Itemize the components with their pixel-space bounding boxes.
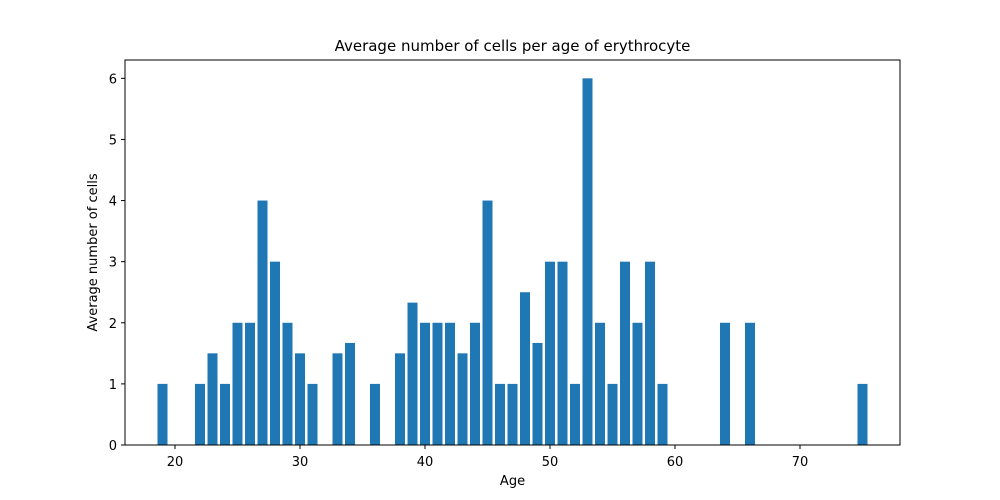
bar [595,322,605,445]
bar [557,261,568,445]
bar [307,383,318,445]
bar [220,383,230,445]
bar [282,322,293,445]
bar [207,353,218,445]
bar [720,322,730,445]
x-tick-label: 60 [667,455,684,470]
x-tick-label: 70 [792,455,809,470]
bar [457,353,468,445]
chart-title: Average number of cells per age of eryth… [335,37,691,55]
bar [495,383,505,445]
x-tick-label: 40 [417,455,434,470]
plot-frame [124,59,901,446]
bars-group [157,78,868,445]
bar [345,342,355,445]
bar [857,383,868,445]
bar [632,322,643,445]
y-tick-label: 3 [109,256,117,271]
y-tick-label: 6 [109,72,117,87]
bar [582,78,593,445]
bar [232,322,243,445]
x-tick-label: 30 [292,455,309,470]
x-tick-label: 50 [542,455,559,470]
bar [420,322,430,445]
y-axis-label: Average number of cells [86,173,101,331]
x-tick-label: 20 [167,455,184,470]
bar [395,353,405,445]
bar [257,200,268,445]
bar [432,322,443,445]
bar [482,200,493,445]
bar [532,342,543,445]
y-axis-ticks: 0 1 2 3 4 5 6 [109,72,125,454]
bar [645,261,655,445]
x-axis-ticks: 20 30 40 50 60 70 [167,445,809,470]
bar [545,261,555,445]
y-tick-label: 2 [109,317,117,332]
bar [157,383,168,445]
bar [620,261,630,445]
bar [507,383,518,445]
bar [445,322,455,445]
bar [407,302,418,445]
bar [332,353,343,445]
bar [520,292,530,445]
bar [745,322,755,445]
bar [570,383,580,445]
y-tick-label: 1 [109,378,117,393]
bar [470,322,480,445]
bar [295,353,305,445]
bar [607,383,618,445]
y-tick-label: 0 [109,439,117,454]
bar [657,383,668,445]
bar [195,383,205,445]
y-tick-label: 5 [109,133,117,148]
bar [245,322,255,445]
bar [370,383,380,445]
bar [270,261,280,445]
y-tick-label: 4 [109,195,117,210]
x-axis-label: Age [500,474,525,489]
